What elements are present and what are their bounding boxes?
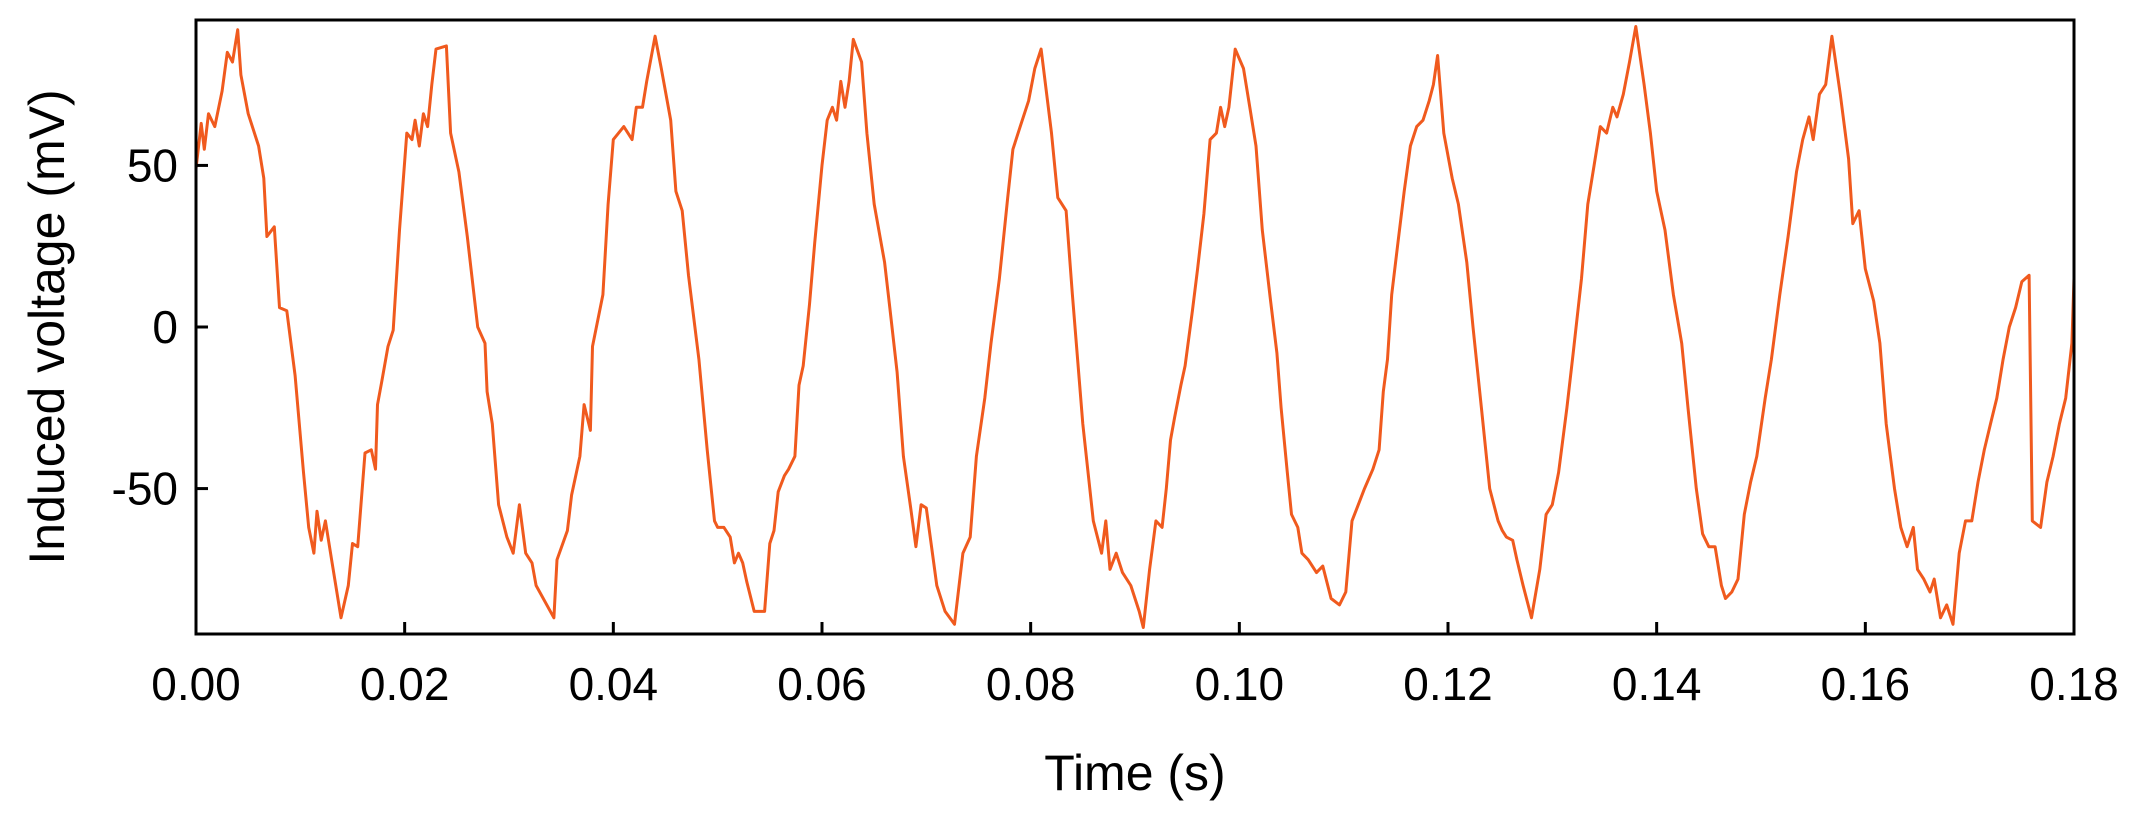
x-tick-label: 0.18 (2029, 658, 2119, 710)
x-axis-title: Time (s) (1044, 745, 1225, 801)
x-tick-label: 0.14 (1612, 658, 1702, 710)
y-axis: -50 0 50 (112, 139, 208, 515)
chart-marks (194, 25, 2076, 629)
y-tick-label: -50 (112, 463, 178, 515)
x-tick-label: 0.04 (569, 658, 659, 710)
x-axis: 0.00 0.02 0.04 0.06 0.08 0.10 0.12 0.14 0.16 0.18 (151, 622, 2119, 710)
x-tick-label: 0.16 (1821, 658, 1911, 710)
x-tick-label: 0.06 (777, 658, 867, 710)
y-axis-title: Induced voltage (mV) (19, 89, 75, 564)
x-tick-label: 0.00 (151, 658, 241, 710)
x-tick-label: 0.02 (360, 658, 450, 710)
y-tick-label: 0 (152, 301, 178, 353)
y-tick-label: 50 (127, 139, 178, 191)
x-tick-label: 0.10 (1195, 658, 1285, 710)
series-line-0 (194, 25, 2076, 629)
x-tick-label: 0.12 (1403, 658, 1493, 710)
x-tick-label: 0.08 (986, 658, 1076, 710)
